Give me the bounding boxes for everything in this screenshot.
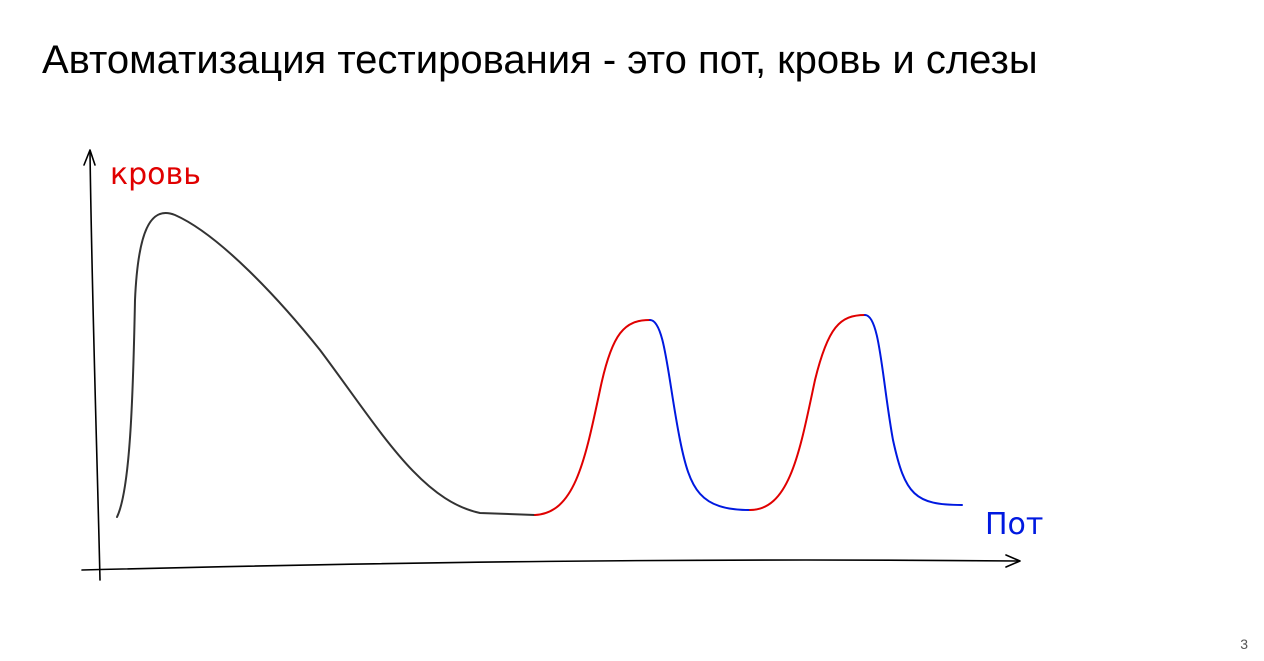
page-number: 3 [1240, 636, 1248, 652]
y-label: кровь [110, 157, 201, 192]
x-axis-arrow [1005, 554, 1021, 568]
curve-red [534, 319, 651, 516]
x-label: Пот [985, 507, 1043, 542]
x-axis [81, 559, 1019, 571]
slide-title: Автоматизация тестирования - это пот, кр… [42, 38, 1038, 82]
curve-red [749, 314, 866, 511]
curve-blue [649, 319, 751, 511]
curve-black [116, 212, 536, 518]
y-axis-arrow [83, 149, 96, 166]
y-axis [89, 151, 101, 581]
curve-blue [864, 314, 963, 506]
